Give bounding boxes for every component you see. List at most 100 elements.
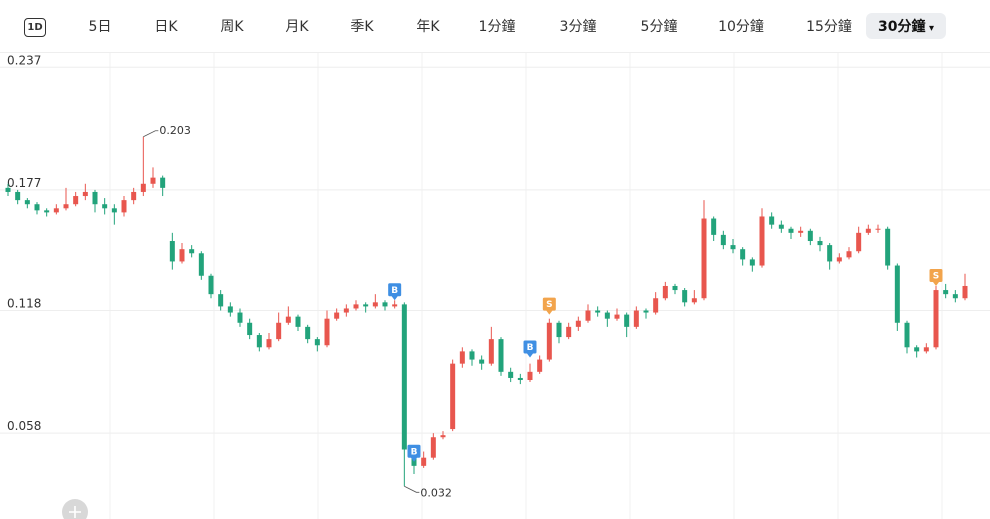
- candle-body: [82, 191, 88, 197]
- trade-label: S: [933, 271, 939, 281]
- candle-body: [353, 304, 359, 309]
- candle-body: [740, 249, 746, 260]
- candle-body: [488, 339, 494, 364]
- candle-body: [701, 218, 707, 299]
- candle-body: [778, 224, 784, 229]
- candle-body: [92, 191, 98, 205]
- candle-body: [585, 310, 591, 321]
- candle-body: [788, 228, 794, 233]
- tab[interactable]: 10分鐘: [718, 16, 764, 36]
- tab[interactable]: 5日: [89, 16, 112, 36]
- tab[interactable]: 3分鐘: [560, 16, 597, 36]
- candle-body: [904, 322, 910, 348]
- max-label: 0.203: [159, 124, 191, 137]
- candle-body: [469, 351, 475, 360]
- candle-body: [479, 359, 485, 364]
- candle-body: [769, 216, 775, 225]
- candle-body: [430, 437, 436, 458]
- trade-marker: [542, 297, 556, 315]
- toolbar: 1D 5日 日K 周K 月K 季K 年K 1分鐘 3分鐘 5分鐘 10分鐘 15分鐘 30分鐘 ▾: [0, 0, 990, 53]
- tab[interactable]: 年K: [416, 16, 439, 36]
- candle-body: [237, 312, 243, 323]
- candle-body: [846, 251, 852, 258]
- candle-body: [440, 435, 446, 438]
- tab[interactable]: 周K: [220, 16, 243, 36]
- tab-label: 30分鐘: [878, 19, 926, 35]
- candle-body: [711, 218, 717, 235]
- candle-body: [498, 339, 504, 372]
- candle-body: [227, 306, 233, 313]
- candle-body: [5, 187, 11, 192]
- candle-body: [952, 294, 958, 299]
- min-leader: [404, 485, 420, 493]
- candle-body: [566, 326, 572, 338]
- candle-body: [401, 304, 407, 450]
- candle-body: [672, 285, 678, 291]
- candle-body: [189, 249, 195, 254]
- tab[interactable]: 月K: [285, 16, 308, 36]
- candle-body: [247, 322, 253, 336]
- candle-body: [914, 347, 920, 352]
- candle-body: [517, 377, 523, 381]
- candle-body: [421, 457, 427, 466]
- tab-label: 15分鐘: [806, 19, 852, 35]
- candle-body: [102, 204, 108, 209]
- candle-body: [450, 363, 456, 430]
- candle-body: [121, 200, 127, 213]
- candle-body: [933, 290, 939, 348]
- candle-body: [208, 275, 214, 295]
- candle-body: [633, 310, 639, 327]
- candle-body: [962, 285, 968, 299]
- candle-body: [798, 230, 804, 233]
- candle-body: [894, 265, 900, 323]
- trade-label: B: [527, 343, 534, 353]
- tab[interactable]: 日K: [154, 16, 177, 36]
- trade-marker: [388, 283, 402, 301]
- tab-label: 3分鐘: [559, 19, 597, 35]
- tab[interactable]: 5分鐘: [641, 16, 678, 36]
- interval-icon[interactable]: 1D: [24, 18, 46, 37]
- candle-body: [749, 259, 755, 266]
- candle-body: [179, 249, 185, 262]
- candle-body: [459, 351, 465, 364]
- candle-body: [218, 294, 224, 307]
- candle-body: [836, 257, 842, 262]
- tab[interactable]: 15分鐘: [806, 16, 852, 36]
- candle-body: [160, 177, 166, 188]
- candle-body: [537, 359, 543, 372]
- candle-body: [363, 304, 369, 307]
- tab[interactable]: 1分鐘: [479, 16, 516, 36]
- candle-body: [372, 302, 378, 307]
- candle-body: [305, 326, 311, 340]
- candle-body: [73, 196, 79, 205]
- candle-body: [140, 183, 146, 192]
- trade-label: B: [411, 447, 418, 457]
- candle-body: [392, 304, 398, 307]
- candle-body: [508, 371, 514, 378]
- candle-body: [34, 204, 40, 211]
- candle-body: [256, 335, 262, 348]
- candle-body: [63, 204, 69, 209]
- candle-body: [24, 200, 30, 205]
- tab[interactable]: 30分鐘 ▾: [866, 13, 946, 39]
- candle-body: [44, 210, 50, 213]
- y-tick-label: 0.118: [7, 297, 41, 311]
- candle-body: [730, 245, 736, 250]
- candle-body: [285, 316, 291, 323]
- candle-body: [720, 234, 726, 246]
- max-leader: [143, 130, 159, 138]
- tab-label: 周K: [220, 19, 244, 35]
- candle-body: [276, 322, 282, 340]
- candle-body: [314, 339, 320, 346]
- candle-body: [662, 285, 668, 299]
- trade-label: B: [391, 286, 398, 296]
- trade-marker: [929, 268, 943, 286]
- tab-label: 5日: [88, 19, 112, 35]
- candle-body: [885, 228, 891, 266]
- tab[interactable]: 季K: [350, 16, 373, 36]
- candle-body: [382, 302, 388, 307]
- zoom-icon: [69, 506, 81, 518]
- candle-body: [759, 216, 765, 266]
